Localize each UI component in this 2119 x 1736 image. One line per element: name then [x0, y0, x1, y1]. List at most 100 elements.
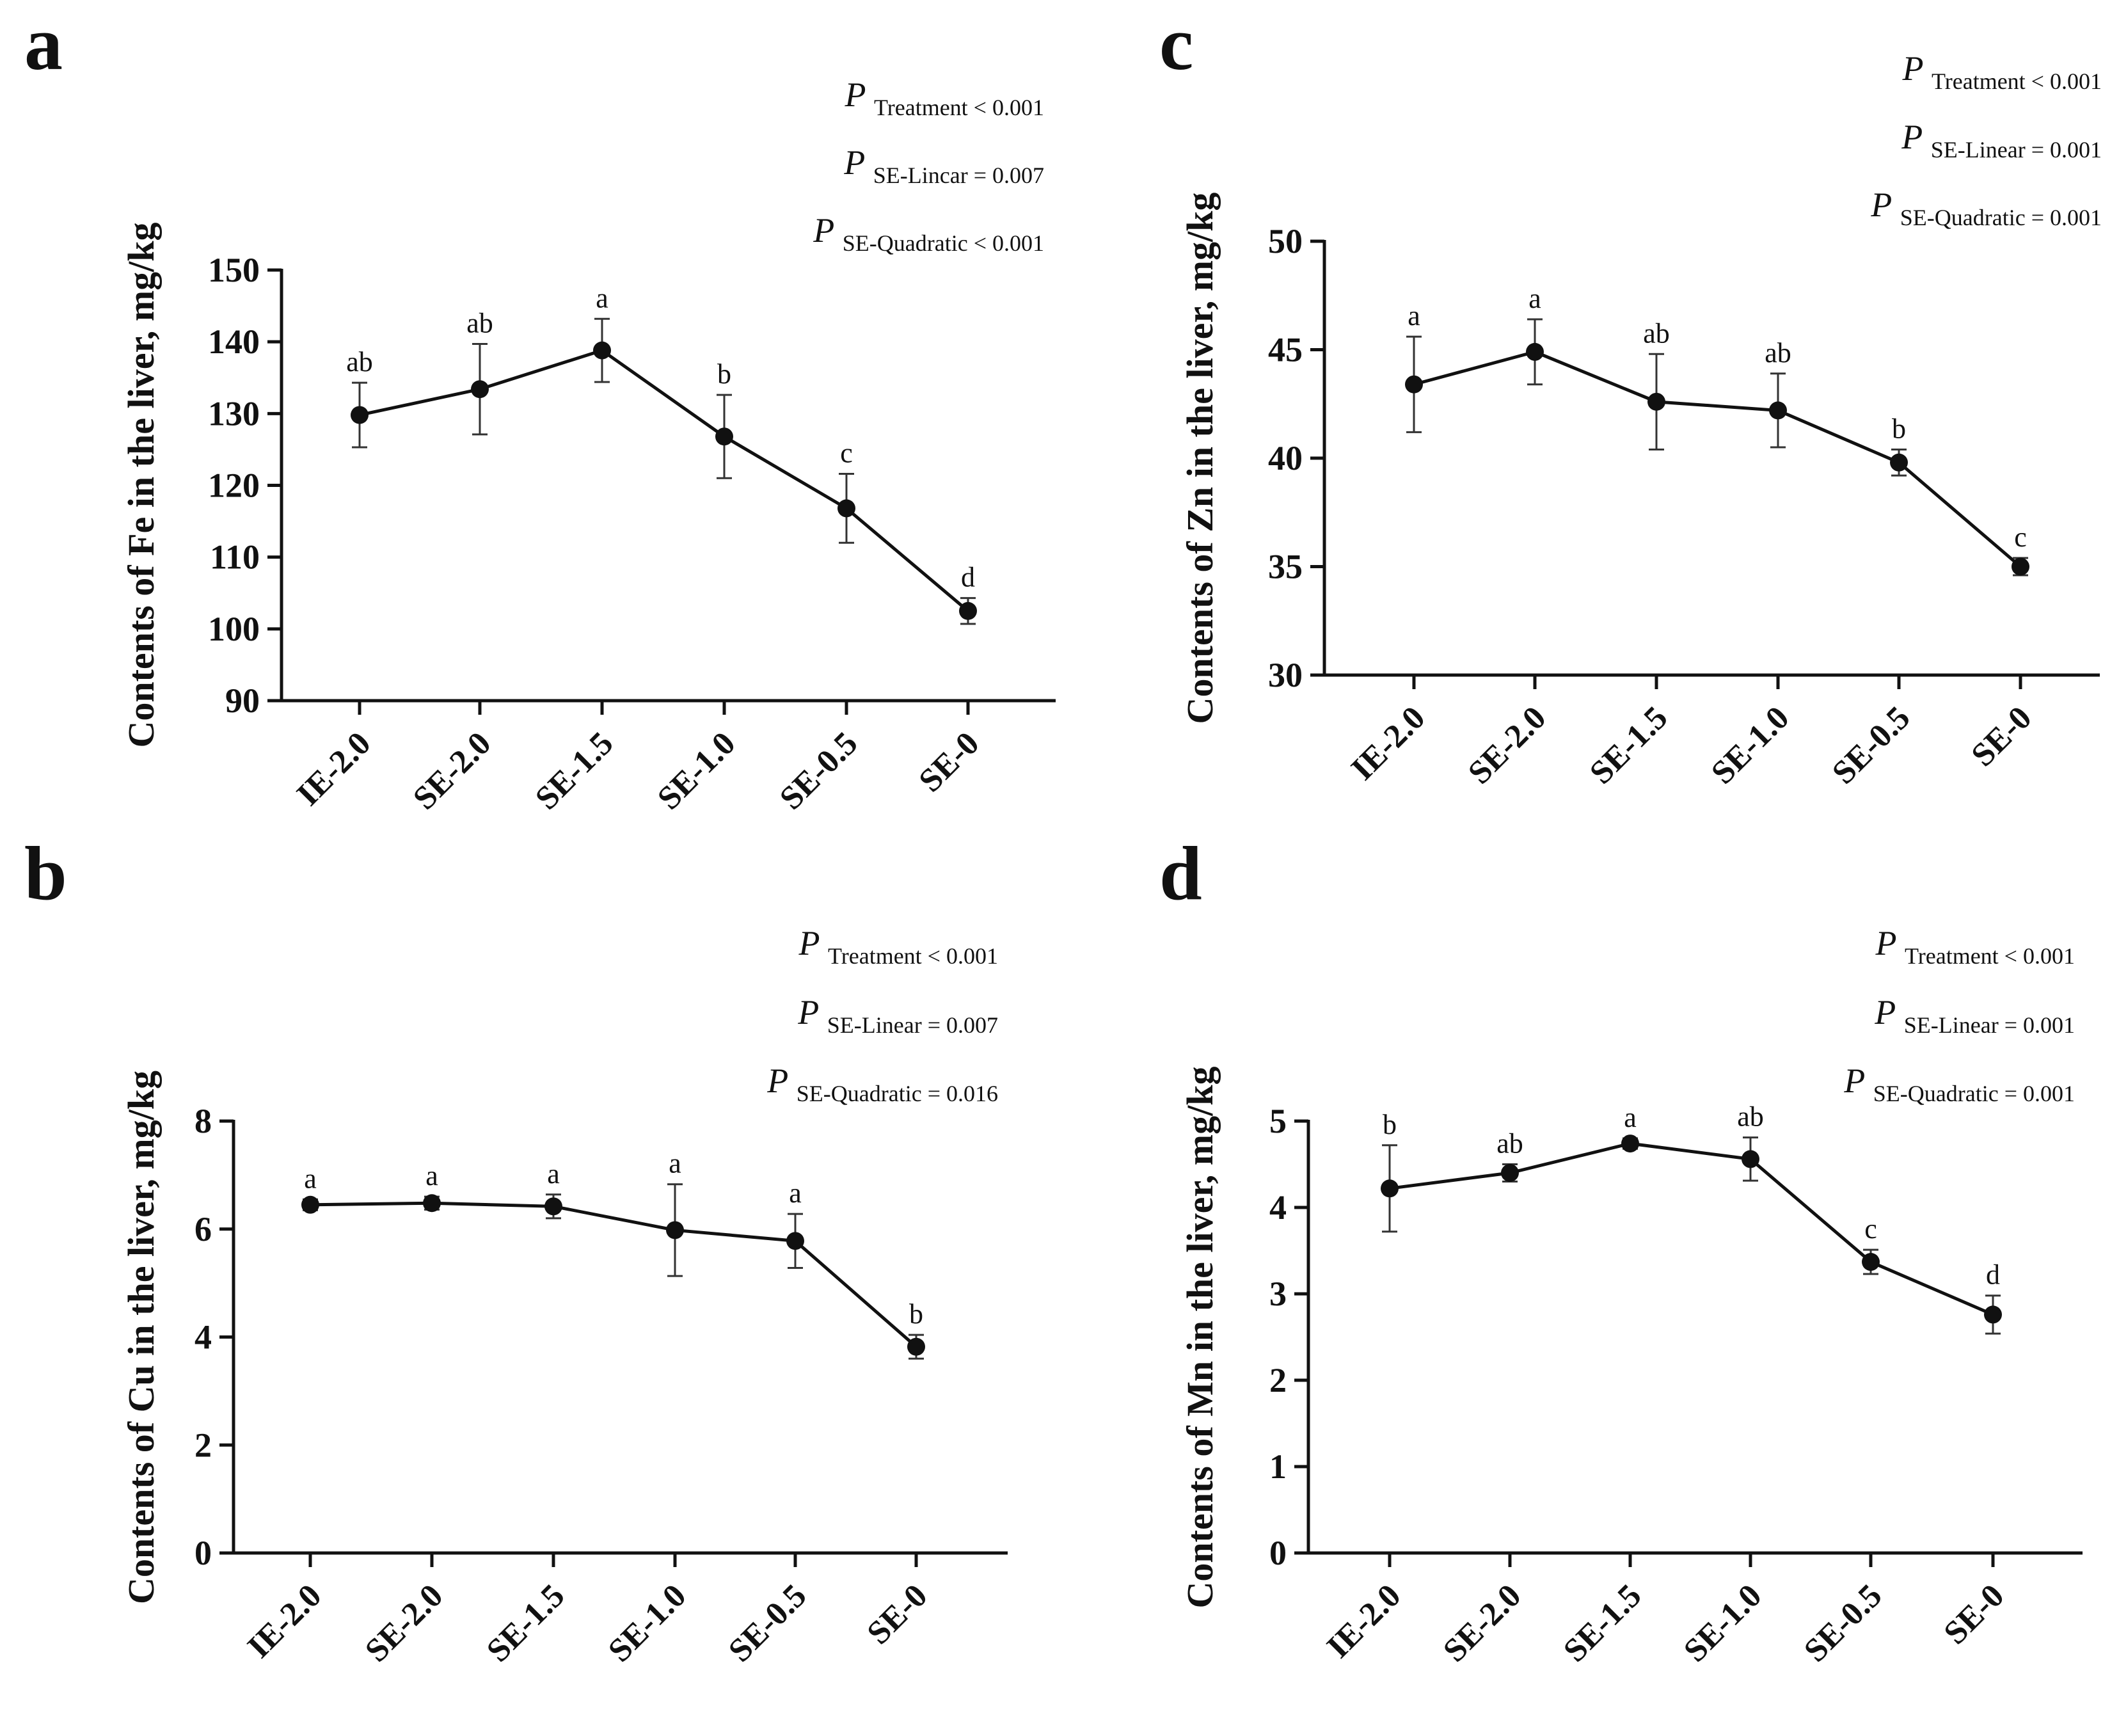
x-tick-label: SE-0.5: [773, 725, 864, 816]
data-point: [1647, 392, 1665, 411]
x-tick-label: SE-2.0: [358, 1577, 450, 1669]
p-symbol: P: [1870, 186, 1900, 224]
x-tick-label: SE-1.0: [1677, 1577, 1768, 1669]
data-point: [1526, 342, 1544, 361]
p-symbol: P: [1902, 49, 1932, 88]
x-tick-label: SE-0.5: [1825, 699, 1917, 791]
p-value-stat: P SE-Quadratic = 0.001: [1870, 186, 2102, 230]
p-symbol: P: [845, 76, 875, 114]
significance-letter: d: [1986, 1259, 2000, 1291]
p-value-stat: P SE-Quadratic = 0.001: [1843, 1062, 2075, 1106]
significance-letter: b: [909, 1298, 923, 1330]
y-tick-label: 0: [1269, 1534, 1287, 1572]
data-point: [837, 499, 855, 518]
y-tick-label: 40: [1268, 439, 1303, 477]
significance-letter: b: [1892, 413, 1906, 444]
p-symbol: P: [797, 993, 827, 1031]
x-tick-label: IE-2.0: [290, 725, 377, 813]
data-point: [544, 1197, 562, 1216]
panel-letter: b: [24, 831, 67, 916]
p-symbol: P: [766, 1062, 797, 1100]
data-point: [1405, 375, 1423, 394]
significance-letter: b: [717, 358, 731, 390]
significance-letter: a: [1624, 1102, 1637, 1133]
p-subscript: SE-Quadratic = 0.001: [1873, 1081, 2075, 1106]
p-symbol: P: [798, 924, 829, 962]
y-tick-label: 90: [225, 681, 260, 720]
y-tick-label: 0: [194, 1534, 212, 1572]
data-point: [959, 601, 977, 620]
p-symbol: P: [1874, 993, 1904, 1031]
x-tick-label: SE-1.0: [1704, 699, 1796, 791]
p-value-stat: P Treatment < 0.001: [845, 76, 1044, 120]
significance-letter: d: [961, 562, 975, 593]
significance-letter: c: [2014, 522, 2027, 553]
x-tick-label: SE-1.0: [651, 725, 742, 816]
x-tick-label: SE-0.5: [1797, 1577, 1889, 1669]
data-point: [1769, 401, 1787, 420]
chart-panel-b: b 0 2 4 6 8 Contents of Cu in the liver, mg/kg…: [24, 831, 1008, 1669]
y-tick-label: 35: [1268, 548, 1303, 586]
y-tick-label: 6: [194, 1210, 212, 1248]
data-point: [593, 341, 611, 360]
data-point: [666, 1221, 684, 1239]
p-subscript: Treatment < 0.001: [828, 943, 998, 969]
series-line: [1413, 350, 2022, 568]
x-tick-label: IE-2.0: [241, 1577, 328, 1665]
significance-letter: a: [789, 1177, 802, 1209]
data-point: [301, 1195, 319, 1214]
p-value-stat: P SE-Quadratic < 0.001: [813, 211, 1044, 256]
p-symbol: P: [1875, 924, 1905, 962]
x-tick-label: SE-2.0: [1436, 1577, 1528, 1669]
x-tick-label: SE-1.5: [528, 725, 620, 816]
x-tick-label: SE-1.5: [1557, 1577, 1648, 1669]
data-point: [907, 1337, 925, 1356]
p-subscript: SE-Linear = 0.001: [1904, 1012, 2075, 1038]
p-symbol: P: [843, 143, 873, 182]
p-subscript: SE-Linear = 0.007: [827, 1012, 998, 1038]
x-tick-label: IE-2.0: [1320, 1577, 1408, 1665]
p-subscript: Treatment < 0.001: [1905, 943, 2075, 969]
significance-letter: a: [669, 1148, 681, 1179]
panel-letter: a: [24, 1, 63, 86]
significance-letter: ab: [466, 308, 493, 339]
x-tick-label: SE-0: [1965, 699, 2039, 774]
data-point: [1742, 1150, 1759, 1168]
x-tick-label: SE-2.0: [406, 725, 498, 816]
p-value-stat: P SE-Quadratic = 0.016: [766, 1062, 998, 1106]
y-tick-label: 100: [208, 610, 260, 648]
data-point: [715, 427, 733, 446]
y-tick-label: 130: [208, 394, 260, 433]
significance-letter: a: [425, 1160, 438, 1191]
data-point: [471, 380, 489, 399]
significance-letter: ab: [1496, 1128, 1523, 1159]
y-tick-label: 8: [194, 1102, 212, 1140]
series-line: [310, 1201, 917, 1348]
p-subscript: SE-Quadratic = 0.016: [797, 1081, 998, 1106]
p-value-stat: P Treatment < 0.001: [1902, 49, 2102, 94]
x-tick-label: SE-1.5: [1583, 699, 1674, 791]
p-value-stat: P SE-Linear = 0.001: [1901, 118, 2102, 163]
significance-letter: a: [1408, 300, 1420, 331]
y-axis-title: Contents of Zn in the liver, mg/kg: [1179, 193, 1221, 724]
significance-letter: ab: [1765, 337, 1791, 369]
x-tick-label: IE-2.0: [1344, 699, 1432, 787]
significance-letter: a: [304, 1163, 317, 1194]
p-subscript: SE-Quadratic = 0.001: [1900, 205, 2102, 230]
chart-panel-c: c 30 35 40 45 50 Contents of Zn in the liver, …: [1159, 1, 2102, 792]
significance-letter: ab: [1737, 1101, 1764, 1133]
y-tick-label: 30: [1268, 656, 1303, 694]
p-subscript: Treatment < 0.001: [874, 95, 1044, 120]
significance-letter: ab: [346, 346, 373, 378]
data-point: [423, 1194, 441, 1213]
x-tick-label: SE-0: [1937, 1577, 2012, 1652]
series-line: [359, 348, 969, 612]
y-axis-title: Contents of Mn in the liver, mg/kg: [1179, 1067, 1221, 1609]
significance-letter: c: [840, 438, 853, 469]
y-tick-label: 4: [194, 1318, 212, 1357]
significance-letter: a: [1528, 283, 1541, 314]
x-tick-label: SE-1.5: [480, 1577, 571, 1669]
y-tick-label: 150: [208, 251, 260, 289]
x-tick-label: SE-1.0: [601, 1577, 693, 1669]
